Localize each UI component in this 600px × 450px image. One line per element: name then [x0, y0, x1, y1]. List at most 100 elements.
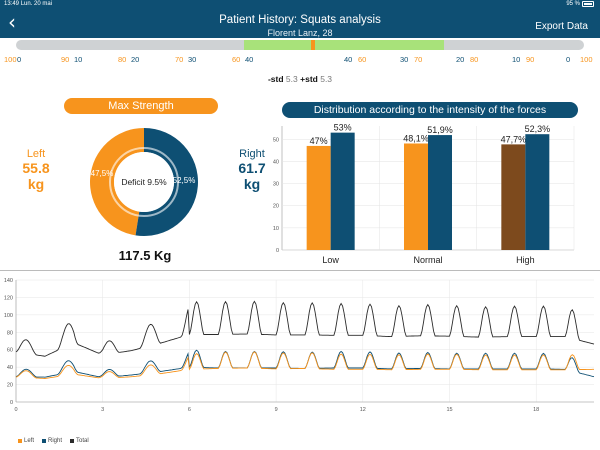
line-y-tick: 120 — [4, 295, 13, 301]
line-y-tick: 40 — [7, 365, 13, 371]
bar-low-left — [306, 145, 331, 250]
right-pct: 52,5% — [173, 176, 196, 185]
scale-label: 10 — [74, 55, 83, 64]
right-unit: kg — [243, 176, 261, 192]
scale-label: 60 — [232, 55, 241, 64]
bar-value-label: 47,7% — [501, 134, 527, 144]
balance-marker — [311, 40, 315, 50]
scale-label: 30 — [400, 55, 409, 64]
line-y-tick: 60 — [7, 348, 13, 354]
std-minus-label: -std — [267, 74, 284, 84]
scale-label: 100 — [4, 55, 17, 64]
bar-high-left — [501, 144, 526, 250]
bar-normal-left — [404, 143, 428, 250]
bar-category-label: High — [516, 255, 535, 265]
bar-y-tick: 50 — [273, 137, 279, 143]
bar-value-label: 53% — [334, 123, 352, 133]
scale-label: 100 — [580, 55, 593, 64]
scale-label: 90 — [526, 55, 535, 64]
section-divider — [0, 270, 600, 271]
right-value: 61.7 — [238, 160, 266, 176]
patient-name: Florent Lanz, 28 — [267, 28, 333, 38]
line-x-tick: 6 — [188, 407, 191, 413]
balance-bar — [16, 40, 584, 50]
page-title: Patient History: Squats analysis — [219, 14, 381, 26]
total-strength: 117.5 Kg — [118, 248, 172, 263]
bar-y-tick: 20 — [273, 204, 279, 210]
max-strength-title: Max Strength — [64, 98, 218, 114]
battery-percent: 95 % — [566, 1, 580, 7]
nav-bar: ‹ Patient History: Squats analysis Flore… — [0, 10, 600, 38]
line-x-tick: 3 — [101, 407, 104, 413]
line-x-tick: 18 — [533, 407, 539, 413]
series-left-line — [15, 351, 594, 379]
scale-label: 0 — [566, 55, 571, 64]
scale-label: 30 — [188, 55, 197, 64]
series-total-line — [15, 300, 595, 357]
line-x-tick: 12 — [360, 407, 366, 413]
bar-value-label: 51,9% — [427, 125, 453, 135]
balance-range — [244, 40, 444, 50]
bar-normal-right — [428, 135, 452, 250]
line-y-tick: 0 — [10, 400, 13, 406]
line-x-tick: 0 — [14, 407, 17, 413]
bar-y-tick: 40 — [273, 159, 279, 165]
left-pct: 47,5% — [91, 169, 114, 178]
donut-left-slice — [90, 128, 144, 236]
battery-icon — [582, 1, 594, 7]
donut-right-slice — [135, 128, 199, 236]
std-plus-label: +std — [300, 74, 318, 84]
bar-y-tick: 0 — [276, 248, 279, 254]
left-value: 55.8 — [22, 160, 50, 176]
legend-left: Left — [18, 438, 34, 444]
status-right: 95 % — [566, 1, 594, 7]
left-strength: Left 55.8 kg — [14, 148, 58, 192]
line-y-tick: 100 — [4, 313, 13, 319]
left-unit: kg — [27, 176, 45, 192]
force-time-line-chart: 0 20 40 60 80 100 120 140 0 3 6 9 12 15 18 — [4, 278, 595, 413]
scale-label: 20 — [456, 55, 465, 64]
left-label: Left — [26, 148, 46, 160]
scale-label: 0 — [17, 55, 22, 64]
scale-label: 80 — [118, 55, 127, 64]
distribution-title: Distribution according to the intensity … — [282, 102, 578, 118]
scale-label: 20 — [131, 55, 140, 64]
legend-total: Total — [70, 438, 89, 444]
right-strength: Right 61.7 kg — [232, 148, 272, 192]
line-y-tick: 80 — [7, 330, 13, 336]
bar-category-label: Normal — [413, 255, 442, 265]
std-line: -std 5.3 +std 5.3 — [0, 74, 600, 84]
scale-label: 70 — [414, 55, 423, 64]
line-x-tick: 15 — [446, 407, 452, 413]
scale-label: 40 — [245, 55, 254, 64]
scale-label: 80 — [470, 55, 479, 64]
bar-value-label: 48,1% — [403, 133, 429, 143]
deficit-label: Deficit 9.5% — [121, 177, 167, 187]
std-minus-value: 5.3 — [285, 74, 298, 84]
status-time: 13:49 Lun. 20 mai — [4, 1, 53, 7]
line-x-tick: 9 — [275, 407, 278, 413]
scale-label: 60 — [358, 55, 367, 64]
export-data-button[interactable]: Export Data — [535, 21, 588, 32]
scale-label: 40 — [344, 55, 353, 64]
legend-right: Right — [42, 438, 62, 444]
bar-y-tick: 10 — [273, 226, 279, 232]
line-chart-legend: Left Right Total — [18, 438, 89, 444]
distribution-bar-chart: 0 10 20 30 40 50 47% 53% Low 48,1%51,9% Normal 47,7… — [273, 123, 575, 265]
status-bar: 13:49 Lun. 20 mai 95 % — [0, 0, 600, 10]
bar-value-label: 52,3% — [525, 124, 551, 134]
bar-high-right — [525, 134, 550, 250]
scale-label: 70 — [175, 55, 184, 64]
bar-low-right — [330, 132, 355, 250]
right-label: Right — [239, 148, 265, 160]
std-plus-value: 5.3 — [320, 74, 333, 84]
scale-label: 10 — [512, 55, 521, 64]
line-y-tick: 20 — [7, 383, 13, 389]
scale-label: 90 — [61, 55, 70, 64]
bar-category-label: Low — [322, 255, 339, 265]
max-strength-donut: Deficit 9.5% 47,5% 52,5% — [90, 128, 199, 236]
line-y-tick: 140 — [4, 278, 13, 284]
bar-y-tick: 30 — [273, 182, 279, 188]
back-chevron-icon[interactable]: ‹ — [8, 10, 16, 34]
